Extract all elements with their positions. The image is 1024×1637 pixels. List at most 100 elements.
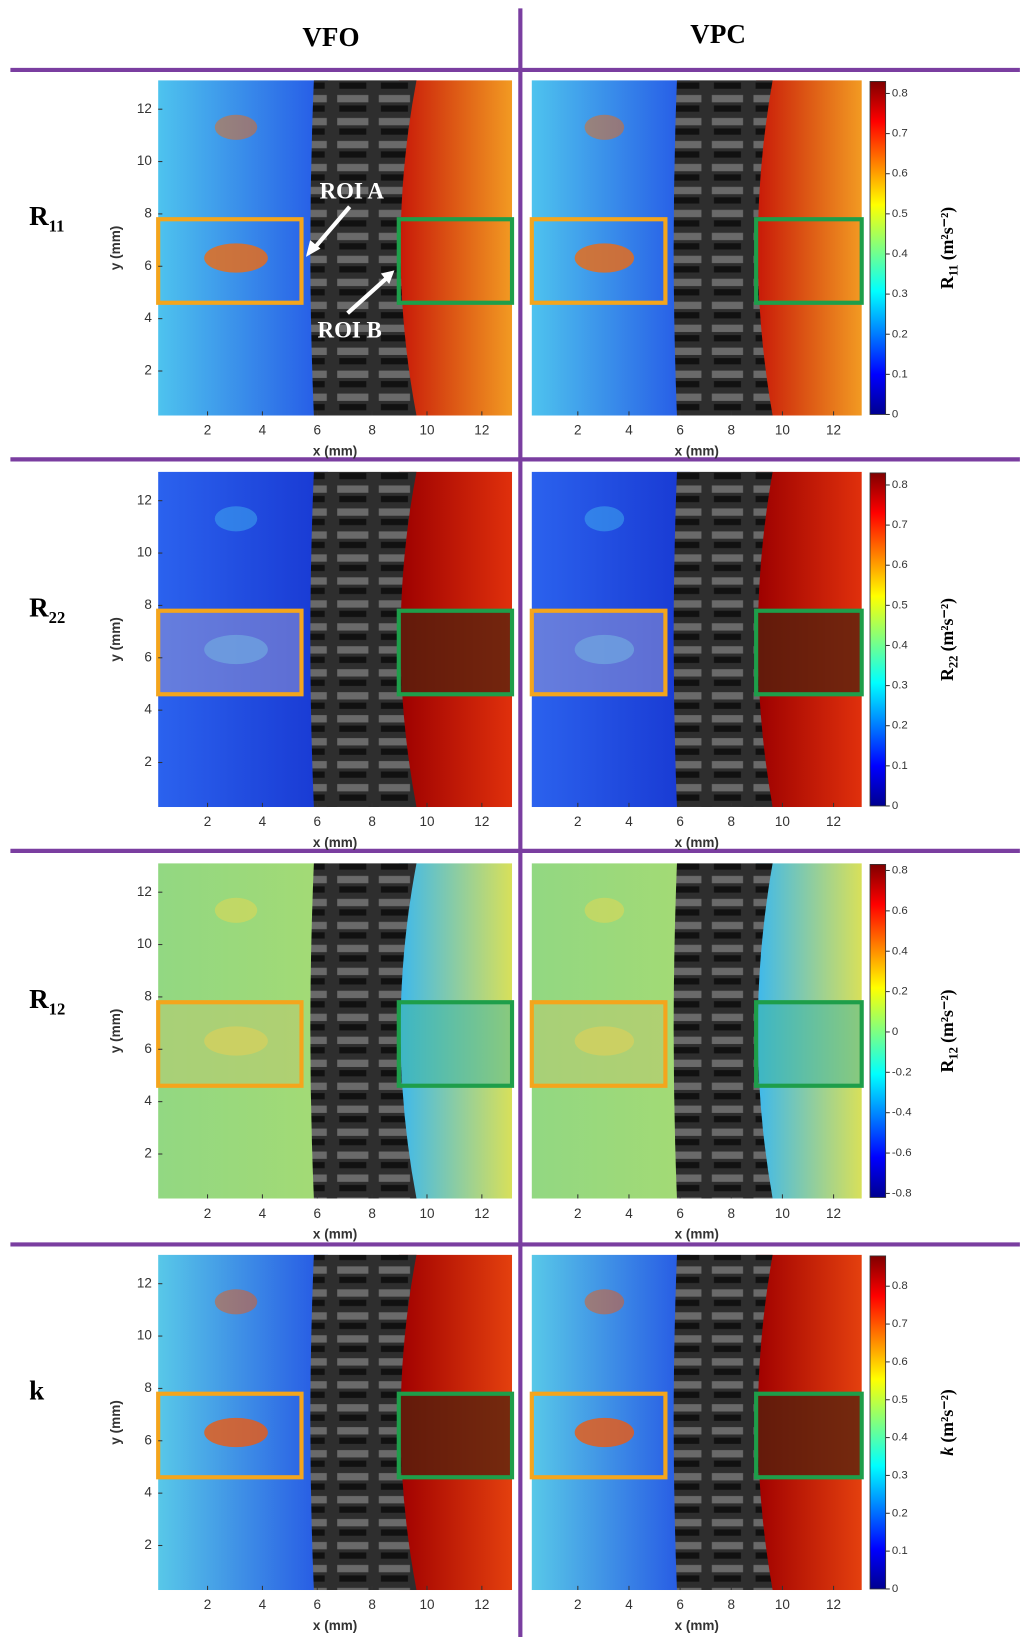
x-tick-label: 2 — [204, 1206, 212, 1221]
x-tick-label: 6 — [314, 1206, 322, 1221]
x-axis-label: x (mm) — [313, 444, 357, 459]
roi-a — [529, 1000, 668, 1088]
y-tick-label: 10 — [137, 1328, 152, 1343]
roi-a — [529, 217, 668, 305]
y-axis-label: y (mm) — [108, 1400, 123, 1444]
roi-a — [156, 217, 304, 305]
colorbar-tick-label: 0.1 — [892, 368, 908, 380]
colorbar-tick-label: 0.2 — [892, 720, 908, 732]
colorbar-unit: (m²s⁻²) — [937, 989, 957, 1043]
y-tick-label: 6 — [144, 258, 152, 273]
column-header: VPC — [690, 19, 746, 49]
x-tick-label: 4 — [625, 1206, 633, 1221]
colorbar-tick-label: 0 — [892, 1026, 898, 1038]
x-tick-label: 12 — [826, 1597, 841, 1612]
colorbar-tick-label: 0.5 — [892, 599, 908, 611]
colorbar-tick-label: -0.6 — [892, 1147, 912, 1159]
y-tick-label: 4 — [144, 702, 152, 717]
x-tick-label: 10 — [419, 1597, 434, 1612]
colorbar-symbol: R — [937, 1059, 957, 1072]
x-axis-label: x (mm) — [313, 1227, 357, 1242]
colorbar — [869, 472, 887, 807]
y-tick-label: 12 — [137, 101, 152, 116]
roi-label: ROI B — [318, 317, 382, 342]
row-subscript: 12 — [49, 999, 66, 1018]
x-tick-label: 12 — [474, 423, 489, 438]
row-symbol: k — [29, 1376, 45, 1406]
x-axis-label: x (mm) — [675, 1227, 719, 1242]
x-axis-label: x (mm) — [675, 835, 719, 850]
colorbar-subscript: 11 — [946, 264, 960, 276]
wall-image — [673, 1254, 773, 1591]
colorbar-label: R22 (m²s⁻²) — [937, 598, 960, 681]
colorbar-tick-label: 0.4 — [892, 1432, 909, 1444]
hot-spot — [214, 506, 258, 532]
x-tick-label: 2 — [574, 423, 582, 438]
y-tick-label: 2 — [144, 1146, 152, 1161]
colorbar-tick-label: 0.3 — [892, 680, 908, 692]
x-tick-label: 10 — [419, 814, 434, 829]
y-tick-label: 6 — [144, 1432, 152, 1447]
x-tick-label: 12 — [474, 1597, 489, 1612]
y-tick-label: 10 — [137, 153, 152, 168]
colorbar-tick-label: 0.2 — [892, 328, 908, 340]
y-tick-label: 6 — [144, 1041, 152, 1056]
x-tick-label: 8 — [368, 1206, 376, 1221]
y-tick-label: 4 — [144, 310, 152, 325]
colorbar-tick-label: 0 — [892, 1583, 898, 1595]
x-tick-label: 6 — [676, 423, 684, 438]
x-axis-label: x (mm) — [313, 835, 357, 850]
colorbar-tick-label: 0 — [892, 800, 898, 812]
x-tick-label: 8 — [728, 423, 736, 438]
x-tick-label: 12 — [826, 1206, 841, 1221]
colorbar-unit: (m²s⁻²) — [937, 1389, 957, 1443]
row-subscript: 22 — [49, 608, 66, 627]
colorbar-symbol: R — [937, 668, 957, 681]
hot-spot — [214, 114, 258, 140]
x-tick-label: 4 — [625, 814, 633, 829]
x-tick-label: 8 — [728, 1206, 736, 1221]
y-tick-label: 2 — [144, 363, 152, 378]
hot-spot — [204, 243, 268, 273]
colorbar-tick-label: 0.1 — [892, 760, 908, 772]
roi-b — [396, 217, 515, 305]
roi-a — [156, 608, 304, 697]
hot-spot — [574, 243, 635, 273]
wall-image — [310, 80, 417, 416]
colorbar-tick-label: 0.6 — [892, 168, 908, 180]
hot-spot — [214, 1289, 258, 1315]
colorbar-tick-label: 0.2 — [892, 1507, 908, 1519]
colorbar-subscript: 22 — [946, 656, 960, 669]
colorbar-tick-label: 0.8 — [892, 865, 908, 877]
colorbar-unit: (m²s⁻²) — [937, 207, 957, 261]
colorbar-tick-label: 0.4 — [892, 248, 909, 260]
row-label: k — [29, 1376, 45, 1406]
roi-b — [396, 1000, 515, 1088]
x-tick-label: 10 — [419, 423, 434, 438]
hot-spot — [584, 897, 625, 923]
arrow-head — [380, 270, 395, 284]
hot-spot — [584, 506, 625, 532]
x-tick-label: 10 — [419, 1206, 434, 1221]
wall-image — [310, 863, 417, 1199]
colorbar-tick-label: -0.2 — [892, 1066, 912, 1078]
roi-b — [754, 608, 864, 697]
x-tick-label: 8 — [728, 814, 736, 829]
colorbar-tick-label: 0.6 — [892, 1356, 908, 1368]
wall-image — [310, 471, 417, 808]
x-axis-label: x (mm) — [675, 444, 719, 459]
row-subscript: 11 — [49, 216, 65, 235]
roi-label: ROI A — [320, 178, 385, 203]
x-tick-label: 12 — [474, 814, 489, 829]
colorbar — [869, 864, 887, 1198]
hot-spot — [584, 1289, 625, 1315]
colorbar-label: R11 (m²s⁻²) — [937, 207, 960, 289]
row-label: R22 — [29, 593, 65, 627]
colorbar-label: R12 (m²s⁻²) — [937, 989, 960, 1072]
arrow-head — [305, 240, 321, 257]
colorbar-tick-label: 0.6 — [892, 559, 908, 571]
y-tick-label: 12 — [137, 884, 152, 899]
x-tick-label: 2 — [204, 1597, 212, 1612]
roi-b — [396, 1391, 515, 1480]
row-label: R12 — [29, 984, 65, 1018]
